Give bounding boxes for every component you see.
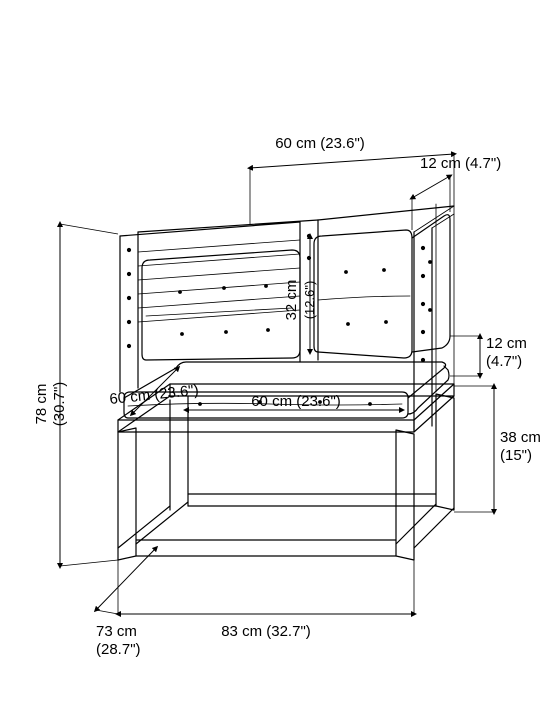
dim-top-back: 60 cm (23.6") <box>250 135 454 224</box>
svg-text:60 cm (23.6"): 60 cm (23.6") <box>275 135 365 152</box>
dim-back-cushion-thickness: 12 cm (4.7") <box>412 155 501 230</box>
dim-seat-height-label: 38 cm <box>500 429 540 446</box>
svg-text:(12.6"): (12.6") <box>302 281 317 320</box>
svg-text:73 cm: 73 cm <box>96 623 137 640</box>
svg-text:32 cm: 32 cm <box>283 280 300 321</box>
dim-seat-height-sub: (15") <box>500 447 532 464</box>
dim-height-total: 78 cm (30.7") <box>33 224 118 566</box>
svg-text:83 cm (32.7"): 83 cm (32.7") <box>221 623 311 640</box>
dim-depth-label: 73 cm <box>96 623 137 640</box>
dim-height-total-sub: (30.7") <box>51 382 68 427</box>
svg-text:(4.7"): (4.7") <box>486 353 522 370</box>
dim-width-label: 83 cm <box>221 623 262 640</box>
dim-depth-sub: (28.7") <box>96 641 141 658</box>
dim-top-back-label: 60 cm <box>275 135 316 152</box>
svg-text:(28.7"): (28.7") <box>96 641 141 658</box>
svg-text:60 cm (23.6"): 60 cm (23.6") <box>251 393 341 410</box>
dim-seat-width-label: 60 cm <box>251 393 292 410</box>
dim-back-t-sub: (4.7") <box>465 155 501 172</box>
dim-seat-height: 38 cm (15") <box>454 386 540 512</box>
svg-text:78 cm: 78 cm <box>33 384 50 425</box>
svg-text:(15"): (15") <box>500 447 532 464</box>
svg-text:12 cm: 12 cm <box>486 335 527 352</box>
dim-seat-width-sub: (23.6") <box>296 393 341 410</box>
dim-back-h-sub: (12.6") <box>302 281 317 320</box>
svg-text:38 cm: 38 cm <box>500 429 540 446</box>
dim-width-sub: (32.7") <box>266 623 311 640</box>
dim-side-t-sub: (4.7") <box>486 353 522 370</box>
dim-back-h-label: 32 cm <box>283 280 300 321</box>
dim-side-cushion-thickness: 12 cm (4.7") <box>450 335 527 376</box>
dim-height-total-label: 78 cm <box>33 384 50 425</box>
dim-depth: 73 cm (28.7") <box>96 548 156 658</box>
dim-side-t-label: 12 cm <box>486 335 527 352</box>
svg-text:(30.7"): (30.7") <box>51 382 68 427</box>
dim-seat-depth-sub: (23.6") <box>153 382 199 404</box>
dim-back-t-label: 12 cm <box>420 155 461 172</box>
dim-top-back-sub: (23.6") <box>320 135 365 152</box>
dim-width: 83 cm (32.7") <box>118 560 414 640</box>
svg-text:12 cm (4.7"): 12 cm (4.7") <box>420 155 501 172</box>
